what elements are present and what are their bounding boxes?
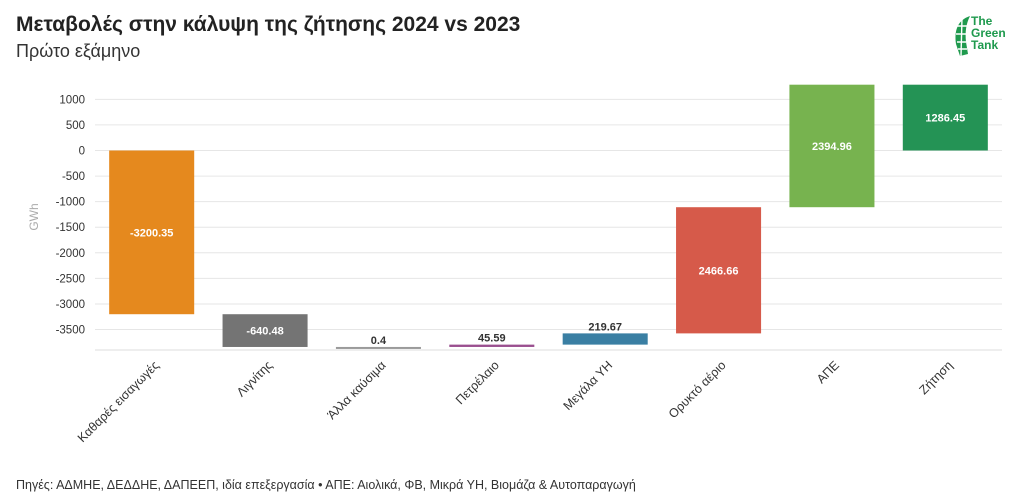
y-tick-label: -500	[62, 171, 85, 183]
y-tick-label: -2000	[56, 248, 85, 260]
value-label: -3200.35	[130, 227, 173, 239]
x-category-label: Καθαρές εισαγωγές	[75, 358, 162, 445]
green-tank-logo: The Green Tank	[952, 14, 1014, 60]
x-category-label: Λιγνίτης	[234, 358, 275, 399]
bar-6	[676, 207, 762, 334]
waterfall-chart: 1000 500 0 -500 -1000 -1500 -2000 -2500 -3000 -35…	[27, 84, 1002, 445]
leaf-grid-icon	[955, 16, 970, 57]
x-category-label: Πετρέλαιο	[453, 358, 502, 407]
x-category-label: Ζήτηση	[916, 358, 955, 397]
value-label: 2394.96	[812, 141, 852, 153]
value-label: 1286.45	[925, 113, 965, 125]
logo-text: The Green Tank	[971, 15, 1006, 51]
logo-line-2: Green	[971, 26, 1006, 40]
bar-7	[789, 84, 875, 208]
y-tick-label: -3500	[56, 325, 85, 337]
value-label: 219.67	[588, 321, 622, 333]
bar-3	[335, 346, 421, 349]
x-category-label: Ορυκτό αέριο	[666, 358, 729, 421]
y-tick-label: -1000	[56, 197, 85, 209]
bar-8	[902, 84, 988, 151]
bar-5	[562, 333, 648, 345]
bar-2	[222, 314, 308, 347]
y-tick-label: 0	[79, 146, 85, 158]
y-tick-label: 1000	[59, 94, 85, 106]
y-tick-label: 500	[66, 120, 85, 132]
value-label: -640.48	[246, 326, 283, 338]
source-note: Πηγές: ΑΔΜΗΕ, ΔΕΔΔΗΕ, ΔΑΠΕΕΠ, ιδία επεξε…	[16, 478, 636, 492]
x-category-label: Μεγάλα ΥΗ	[561, 358, 616, 413]
value-label: 0.4	[371, 335, 387, 347]
y-axis-label: GWh	[27, 203, 41, 230]
logo-line-3: Tank	[971, 38, 999, 52]
value-label: 2466.66	[699, 265, 739, 277]
value-label: 45.59	[478, 333, 506, 345]
bar-1	[109, 150, 195, 315]
logo-line-1: The	[971, 14, 993, 28]
chart-title: Μεταβολές στην κάλυψη της ζήτησης 2024 v…	[16, 13, 521, 36]
bar-4	[449, 344, 535, 347]
x-category-label: ΑΠΕ	[814, 358, 842, 386]
y-tick-label: -1500	[56, 222, 85, 234]
y-tick-label: -3000	[56, 299, 85, 311]
chart-subtitle: Πρώτο εξάμηνο	[16, 41, 141, 61]
x-category-label: Άλλα καύσιμα	[325, 358, 389, 422]
y-tick-label: -2500	[56, 273, 85, 285]
